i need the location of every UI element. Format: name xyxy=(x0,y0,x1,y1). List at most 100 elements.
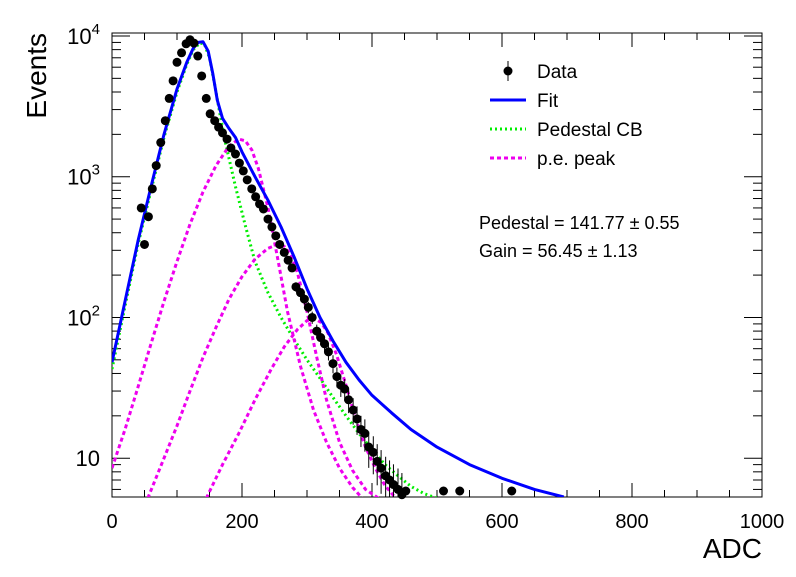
y-tick-exponent: 2 xyxy=(92,302,100,319)
data-point xyxy=(507,486,517,496)
data-point xyxy=(258,204,268,214)
data-point xyxy=(275,239,285,249)
legend-label: Pedestal CB xyxy=(537,120,643,141)
series-pedestal-cb-line xyxy=(112,41,438,497)
y-tick-exponent: 4 xyxy=(92,21,100,38)
x-tick-label: 400 xyxy=(355,511,388,533)
y-tick-base: 10 xyxy=(76,446,100,471)
series-p-e-peak-line xyxy=(112,137,364,497)
legend-item: Data xyxy=(503,61,578,83)
data-point xyxy=(279,247,289,257)
y-tick-exponent: 3 xyxy=(92,162,100,179)
legend-item: p.e. peak xyxy=(490,149,616,170)
data-point xyxy=(323,347,333,357)
x-tick-label: 800 xyxy=(615,511,648,533)
data-point xyxy=(151,161,161,171)
data-point xyxy=(168,76,178,86)
data-point xyxy=(352,414,362,424)
data-point xyxy=(360,428,370,438)
data-point xyxy=(267,222,277,232)
data-point xyxy=(238,166,248,176)
data-point xyxy=(189,38,199,48)
data-point xyxy=(263,214,273,224)
data-point xyxy=(218,128,227,138)
series-p-e-peak-line xyxy=(205,317,396,497)
data-point xyxy=(160,116,170,126)
fit-annotation-pm: ± xyxy=(630,213,640,233)
y-axis-label: Events xyxy=(21,33,52,119)
data-point xyxy=(177,48,187,58)
data-point xyxy=(193,51,203,61)
y-tick-label: 104 xyxy=(67,21,100,49)
data-point xyxy=(156,138,166,148)
legend-item: Fit xyxy=(490,91,559,112)
data-point xyxy=(143,212,153,222)
fit-annotation: Gain = 56.45 ± 1.13 xyxy=(479,241,638,261)
data-point xyxy=(172,57,182,67)
data-point xyxy=(283,255,293,265)
data-point xyxy=(344,395,354,405)
data-point xyxy=(231,149,240,159)
data-point xyxy=(242,175,252,185)
x-tick-label: 200 xyxy=(225,511,258,533)
fit-annotation-text: Gain = 56.45 xyxy=(479,241,588,261)
data-point xyxy=(401,486,411,496)
fit-annotation: Pedestal = 141.77 ± 0.55 xyxy=(479,213,680,233)
data-point xyxy=(271,231,281,241)
x-axis-ticks: 0 200 400 600 800 1000 xyxy=(106,33,784,533)
legend-item: Pedestal CB xyxy=(490,120,643,141)
data-point xyxy=(234,158,244,168)
data-point xyxy=(455,486,465,496)
data-point xyxy=(210,116,220,126)
y-tick-base: 10 xyxy=(67,24,91,49)
fit-annotation-pm: ± xyxy=(588,241,598,261)
series-layer xyxy=(112,40,565,497)
data-points-layer xyxy=(136,35,517,500)
data-point xyxy=(287,263,297,273)
fit-annotation-text: Pedestal = 141.77 xyxy=(479,213,630,233)
data-point xyxy=(197,71,207,81)
data-point xyxy=(372,456,382,466)
data-point xyxy=(147,184,157,194)
legend-marker xyxy=(503,66,513,76)
plot-frame xyxy=(111,32,763,498)
data-point xyxy=(140,239,149,249)
data-point xyxy=(439,486,448,496)
y-tick-label: 103 xyxy=(67,162,100,190)
y-tick-base: 10 xyxy=(67,165,91,190)
legend-label: p.e. peak xyxy=(537,149,616,170)
data-point xyxy=(312,326,322,336)
data-point xyxy=(307,312,317,322)
data-point xyxy=(201,93,211,103)
y-tick-label: 10 xyxy=(76,446,100,471)
series-fit-line xyxy=(112,40,565,497)
x-tick-label: 0 xyxy=(106,511,117,533)
legend-label: Data xyxy=(537,62,578,83)
x-axis-label: ADC xyxy=(703,533,762,564)
data-point xyxy=(320,339,330,349)
data-point xyxy=(299,294,309,304)
legend-label: Fit xyxy=(537,91,559,112)
fit-annotation-err: 0.55 xyxy=(640,213,680,233)
data-point xyxy=(136,203,146,213)
data-point xyxy=(340,384,350,394)
legend: Data Fit Pedestal CB p.e. peak xyxy=(490,61,643,170)
data-point xyxy=(348,405,358,415)
data-point xyxy=(296,288,305,298)
data-point xyxy=(368,447,378,457)
data-point xyxy=(205,109,215,119)
data-point xyxy=(303,302,313,312)
data-point xyxy=(222,134,232,144)
y-tick-base: 10 xyxy=(67,305,91,330)
fit-annotation-err: 1.13 xyxy=(597,241,637,261)
data-point xyxy=(376,463,386,473)
data-point xyxy=(251,192,261,202)
data-point xyxy=(247,184,257,194)
data-point xyxy=(164,93,174,103)
data-point xyxy=(332,372,342,382)
x-tick-label: 600 xyxy=(485,511,518,533)
